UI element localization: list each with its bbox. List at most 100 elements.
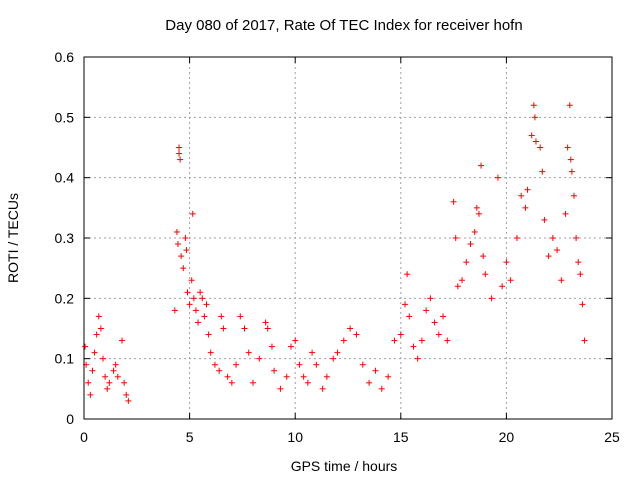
data-point — [106, 379, 113, 386]
data-point — [427, 295, 434, 302]
data-point — [125, 397, 132, 404]
data-point — [201, 313, 208, 320]
data-point — [567, 156, 574, 163]
chart-title: Day 080 of 2017, Rate Of TEC Index for r… — [165, 17, 522, 34]
data-point — [444, 337, 451, 344]
data-point — [482, 271, 489, 278]
data-point — [452, 235, 459, 241]
data-point — [177, 156, 184, 163]
data-point — [459, 277, 466, 284]
axis-ticks: 0 5 10 15 20 25 0 0.1 0.2 0.3 0.4 0.5 0.6 — [55, 49, 620, 445]
data-point — [330, 355, 337, 362]
data-point — [518, 192, 525, 199]
data-point — [174, 241, 181, 248]
data-point — [410, 343, 417, 350]
data-point — [87, 391, 94, 398]
data-point — [406, 313, 413, 320]
data-point — [180, 265, 187, 272]
data-point — [85, 379, 92, 386]
data-point — [471, 228, 478, 235]
y-tick-label: 0.1 — [55, 351, 75, 367]
y-tick-label: 0.4 — [55, 170, 75, 186]
data-point — [404, 271, 411, 278]
x-tick-label: 25 — [604, 429, 620, 445]
data-point — [256, 355, 263, 362]
data-point — [435, 331, 442, 338]
data-point — [537, 144, 544, 151]
data-point — [372, 367, 379, 374]
data-point — [562, 210, 569, 217]
plot-frame — [83, 56, 613, 420]
data-point — [186, 301, 193, 308]
data-point — [532, 138, 539, 145]
data-point — [334, 349, 341, 356]
data-point — [123, 391, 130, 398]
data-point — [530, 102, 537, 109]
data-point — [97, 325, 104, 332]
x-tick-label: 20 — [499, 429, 515, 445]
data-point — [100, 355, 107, 362]
data-point — [309, 349, 316, 356]
data-point — [205, 331, 212, 338]
data-point — [579, 301, 586, 308]
grid-lines — [84, 57, 612, 419]
data-point — [121, 379, 128, 386]
data-point — [224, 373, 231, 380]
data-point — [300, 373, 307, 380]
data-point — [220, 325, 227, 332]
data-point — [199, 295, 206, 302]
data-point — [112, 361, 119, 368]
data-point — [296, 361, 303, 368]
x-tick-label: 10 — [287, 429, 303, 445]
data-point — [353, 331, 360, 338]
data-point — [189, 210, 196, 217]
data-point — [539, 168, 546, 175]
data-point — [195, 319, 202, 326]
data-point — [323, 373, 330, 380]
data-points — [82, 102, 588, 404]
data-point — [503, 259, 510, 266]
data-point — [531, 114, 538, 121]
x-tick-label: 5 — [186, 429, 194, 445]
data-point — [114, 373, 121, 380]
data-point — [95, 313, 102, 320]
data-point — [190, 295, 197, 302]
data-point — [573, 235, 580, 241]
data-point — [564, 144, 571, 151]
data-point — [262, 319, 269, 326]
data-point — [454, 283, 461, 290]
data-point — [228, 379, 235, 386]
x-axis-label: GPS time / hours — [291, 458, 398, 474]
data-point — [568, 168, 575, 175]
y-axis-label: ROTI / TECUs — [5, 193, 21, 283]
data-point — [268, 343, 275, 350]
data-point — [478, 162, 485, 169]
data-point — [366, 379, 373, 386]
data-point — [397, 331, 404, 338]
data-point — [549, 235, 556, 241]
data-point — [480, 253, 487, 260]
data-point — [304, 379, 311, 386]
data-point — [347, 325, 354, 332]
data-point — [581, 337, 588, 344]
data-point — [192, 307, 199, 314]
data-point — [173, 228, 180, 235]
data-point — [499, 283, 506, 290]
data-point — [249, 379, 256, 386]
data-point — [541, 216, 548, 223]
data-point — [463, 259, 470, 266]
data-point — [319, 385, 326, 392]
data-point — [233, 361, 240, 368]
data-point — [89, 367, 96, 374]
y-tick-label: 0.6 — [55, 49, 75, 65]
data-point — [473, 204, 480, 211]
data-point — [414, 355, 421, 362]
data-point — [82, 343, 89, 350]
data-point — [528, 132, 535, 139]
data-point — [218, 313, 225, 320]
data-point — [283, 373, 290, 380]
y-tick-label: 0 — [66, 411, 74, 427]
data-point — [102, 373, 109, 380]
data-point — [104, 385, 111, 392]
data-point — [207, 349, 214, 356]
